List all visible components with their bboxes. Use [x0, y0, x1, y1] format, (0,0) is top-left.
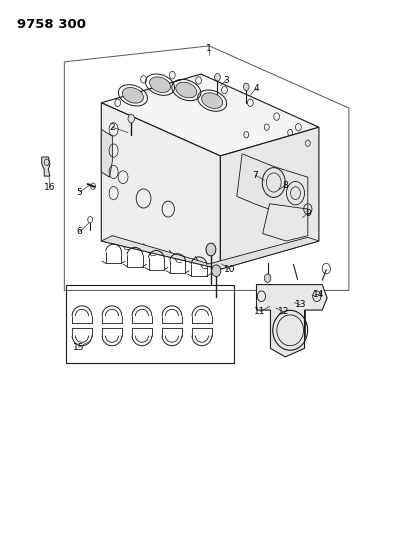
Polygon shape: [42, 157, 50, 176]
Ellipse shape: [201, 93, 222, 108]
Polygon shape: [263, 204, 308, 241]
Ellipse shape: [122, 87, 143, 103]
Polygon shape: [237, 154, 308, 214]
Circle shape: [265, 274, 271, 282]
Text: 6: 6: [77, 228, 82, 237]
Text: 8: 8: [282, 181, 288, 190]
Text: 14: 14: [313, 289, 325, 298]
Circle shape: [206, 243, 216, 256]
Ellipse shape: [150, 77, 171, 93]
Polygon shape: [220, 127, 319, 269]
Polygon shape: [257, 285, 327, 357]
Polygon shape: [101, 103, 220, 269]
Text: 15: 15: [73, 343, 84, 352]
Text: 10: 10: [224, 265, 236, 273]
Text: 1: 1: [206, 44, 212, 53]
Circle shape: [215, 74, 220, 81]
Text: 4: 4: [253, 84, 259, 93]
Text: 11: 11: [255, 307, 266, 316]
Text: 13: 13: [295, 300, 306, 309]
Circle shape: [243, 83, 249, 91]
Circle shape: [128, 115, 135, 123]
Bar: [66, 285, 234, 364]
Text: 9758 300: 9758 300: [17, 18, 86, 31]
Polygon shape: [101, 130, 112, 177]
Text: 9: 9: [305, 209, 311, 218]
Polygon shape: [101, 236, 319, 269]
Circle shape: [212, 265, 221, 277]
Ellipse shape: [176, 82, 197, 98]
Text: 12: 12: [278, 307, 289, 316]
Text: 7: 7: [253, 171, 258, 180]
Text: 16: 16: [44, 183, 56, 192]
Text: 3: 3: [223, 76, 229, 85]
Text: 2: 2: [110, 123, 115, 132]
Text: 5: 5: [77, 188, 82, 197]
Polygon shape: [101, 74, 319, 156]
